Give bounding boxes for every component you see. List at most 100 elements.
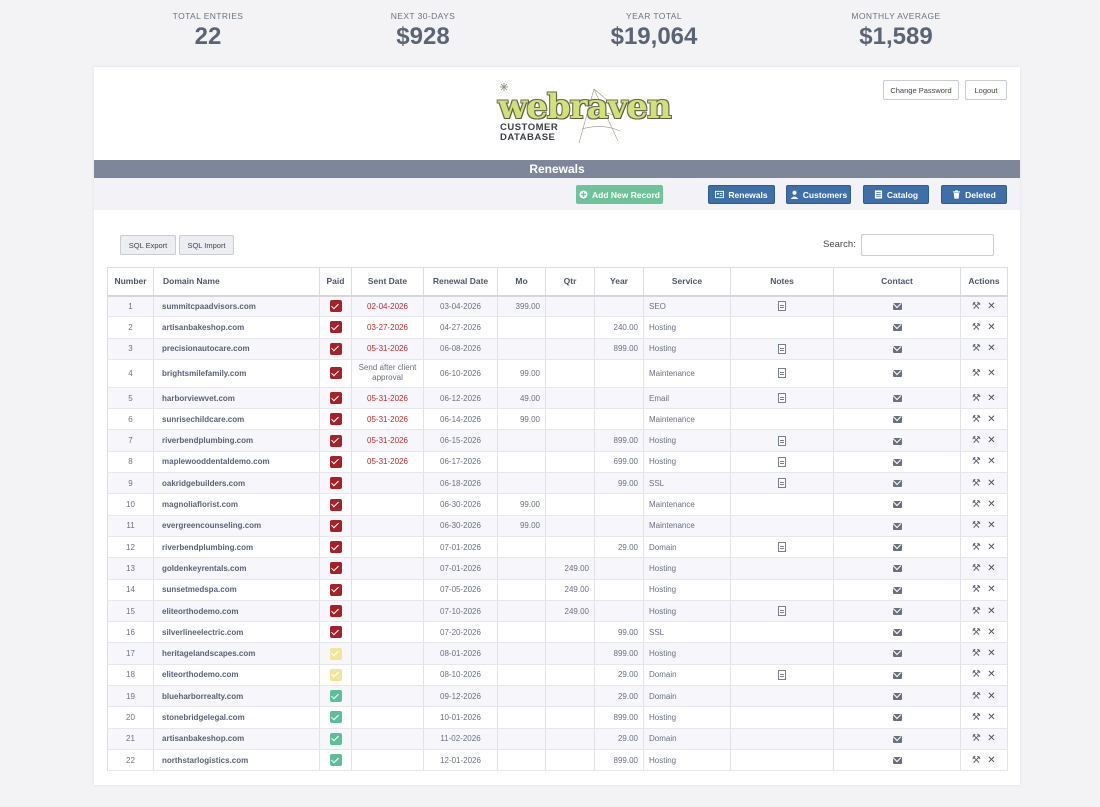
close-icon[interactable]: ✕: [987, 626, 996, 638]
envelope-icon[interactable]: [892, 650, 902, 658]
document-icon[interactable]: [778, 456, 786, 467]
envelope-icon[interactable]: [892, 522, 902, 530]
column-header-domain-name[interactable]: Domain Name: [153, 267, 320, 297]
close-icon[interactable]: ✕: [987, 413, 996, 425]
add-new-record-button[interactable]: Add New Record: [576, 185, 663, 204]
close-icon[interactable]: ✕: [987, 435, 996, 447]
wrench-icon[interactable]: ⚒: [972, 300, 982, 312]
wrench-icon[interactable]: ⚒: [972, 711, 982, 723]
customers-button[interactable]: Customers: [786, 185, 851, 204]
envelope-icon[interactable]: [892, 458, 902, 466]
document-icon[interactable]: [778, 435, 786, 446]
paid-checkbox[interactable]: [329, 413, 342, 426]
envelope-icon[interactable]: [892, 565, 902, 573]
envelope-icon[interactable]: [892, 693, 902, 701]
envelope-icon[interactable]: [892, 416, 902, 424]
paid-checkbox[interactable]: [329, 477, 342, 490]
document-icon[interactable]: [778, 606, 786, 616]
wrench-icon[interactable]: ⚒: [972, 584, 982, 596]
paid-checkbox[interactable]: [329, 434, 342, 447]
sql-import-button[interactable]: SQL Import: [179, 235, 234, 255]
column-header-number[interactable]: Number: [107, 267, 154, 297]
column-header-service[interactable]: Service: [643, 267, 731, 297]
document-icon[interactable]: [778, 343, 786, 354]
envelope-icon[interactable]: [892, 607, 902, 615]
envelope-icon[interactable]: [892, 345, 902, 353]
paid-checkbox[interactable]: [329, 711, 342, 724]
paid-checkbox[interactable]: [329, 541, 342, 554]
wrench-icon[interactable]: ⚒: [972, 648, 982, 660]
paid-checkbox[interactable]: [329, 367, 342, 380]
paid-checkbox[interactable]: [329, 690, 342, 703]
paid-checkbox[interactable]: [329, 647, 342, 660]
close-icon[interactable]: ✕: [987, 711, 996, 723]
envelope-icon[interactable]: [892, 586, 902, 594]
paid-checkbox[interactable]: [329, 455, 342, 468]
close-icon[interactable]: ✕: [987, 541, 996, 553]
paid-checkbox[interactable]: [329, 754, 342, 767]
wrench-icon[interactable]: ⚒: [972, 456, 982, 468]
wrench-icon[interactable]: ⚒: [972, 343, 982, 355]
column-header-notes[interactable]: Notes: [730, 267, 834, 297]
catalog-button[interactable]: Catalog: [863, 185, 929, 204]
wrench-icon[interactable]: ⚒: [972, 562, 982, 574]
paid-checkbox[interactable]: [329, 519, 342, 532]
envelope-icon[interactable]: [892, 501, 902, 509]
paid-checkbox[interactable]: [329, 498, 342, 511]
wrench-icon[interactable]: ⚒: [972, 413, 982, 425]
logout-button[interactable]: Logout: [965, 80, 1007, 100]
wrench-icon[interactable]: ⚒: [972, 520, 982, 532]
paid-checkbox[interactable]: [329, 562, 342, 575]
envelope-icon[interactable]: [892, 629, 902, 637]
close-icon[interactable]: ✕: [987, 690, 996, 702]
close-icon[interactable]: ✕: [987, 456, 996, 468]
paid-checkbox[interactable]: [329, 732, 342, 745]
paid-checkbox[interactable]: [329, 392, 342, 405]
close-icon[interactable]: ✕: [987, 477, 996, 489]
envelope-icon[interactable]: [892, 437, 902, 445]
wrench-icon[interactable]: ⚒: [972, 626, 982, 638]
close-icon[interactable]: ✕: [987, 754, 996, 766]
envelope-icon[interactable]: [892, 303, 902, 311]
envelope-icon[interactable]: [892, 480, 902, 488]
document-icon[interactable]: [778, 393, 786, 404]
paid-checkbox[interactable]: [329, 605, 342, 617]
close-icon[interactable]: ✕: [987, 562, 996, 574]
deleted-button[interactable]: Deleted: [941, 185, 1007, 204]
envelope-icon[interactable]: [892, 735, 902, 743]
paid-checkbox[interactable]: [329, 321, 342, 334]
renewals-button[interactable]: Renewals: [708, 185, 775, 204]
envelope-icon[interactable]: [892, 756, 902, 764]
wrench-icon[interactable]: ⚒: [972, 669, 982, 681]
wrench-icon[interactable]: ⚒: [972, 367, 982, 379]
wrench-icon[interactable]: ⚒: [972, 477, 982, 489]
sql-export-button[interactable]: SQL Export: [120, 235, 176, 255]
search-input[interactable]: [861, 234, 994, 256]
envelope-icon[interactable]: [892, 671, 902, 679]
envelope-icon[interactable]: [892, 324, 902, 332]
paid-checkbox[interactable]: [329, 583, 342, 596]
wrench-icon[interactable]: ⚒: [972, 754, 982, 766]
column-header-renewal-date[interactable]: Renewal Date: [423, 267, 498, 297]
column-header-qtr[interactable]: Qtr: [545, 267, 595, 297]
close-icon[interactable]: ✕: [987, 584, 996, 596]
close-icon[interactable]: ✕: [987, 392, 996, 404]
envelope-icon[interactable]: [892, 370, 902, 378]
document-icon[interactable]: [778, 669, 786, 680]
envelope-icon[interactable]: [892, 544, 902, 551]
column-header-year[interactable]: Year: [594, 267, 644, 297]
wrench-icon[interactable]: ⚒: [972, 733, 982, 745]
close-icon[interactable]: ✕: [987, 733, 996, 745]
wrench-icon[interactable]: ⚒: [972, 541, 982, 553]
column-header-sent-date[interactable]: Sent Date: [351, 267, 424, 297]
close-icon[interactable]: ✕: [987, 499, 996, 511]
column-header-contact[interactable]: Contact: [833, 267, 961, 297]
document-icon[interactable]: [778, 368, 786, 379]
wrench-icon[interactable]: ⚒: [972, 321, 982, 333]
close-icon[interactable]: ✕: [987, 648, 996, 660]
change-password-button[interactable]: Change Password: [883, 80, 959, 100]
close-icon[interactable]: ✕: [987, 343, 996, 355]
wrench-icon[interactable]: ⚒: [972, 690, 982, 702]
column-header-paid[interactable]: Paid: [319, 267, 352, 297]
paid-checkbox[interactable]: [329, 342, 342, 355]
